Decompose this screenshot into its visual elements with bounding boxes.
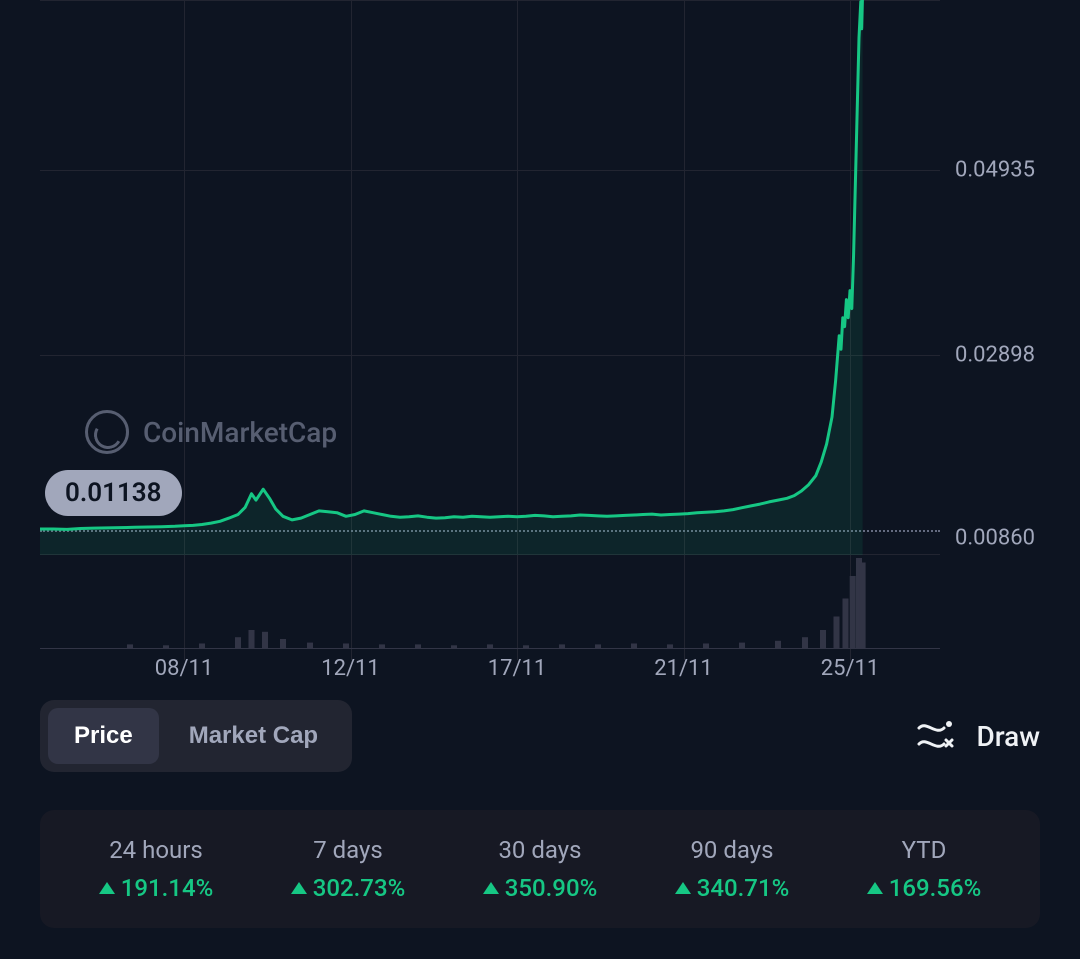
stat-value: 340.71% xyxy=(675,874,790,902)
x-axis-label: 21/11 xyxy=(654,656,713,681)
draw-button[interactable]: Draw xyxy=(916,716,1040,756)
stat-item[interactable]: 30 days 350.90% xyxy=(483,836,598,902)
stat-label: 24 hours xyxy=(109,836,203,864)
watermark: CoinMarketCap xyxy=(85,410,337,454)
up-icon xyxy=(483,882,499,894)
volume-bars xyxy=(40,555,940,650)
up-icon xyxy=(291,882,307,894)
stat-label: 30 days xyxy=(498,836,581,864)
x-axis-label: 12/11 xyxy=(321,656,380,681)
y-axis-label: 0.04935 xyxy=(955,158,1035,183)
draw-icon xyxy=(916,716,956,756)
draw-label: Draw xyxy=(976,720,1040,753)
stat-label: YTD xyxy=(902,836,947,864)
y-axis-label: 0.00860 xyxy=(955,526,1035,551)
coinmarketcap-icon xyxy=(85,410,129,454)
stat-value: 169.56% xyxy=(867,874,982,902)
stat-item[interactable]: 24 hours 191.14% xyxy=(99,836,214,902)
up-icon xyxy=(675,882,691,894)
stat-label: 90 days xyxy=(690,836,773,864)
watermark-text: CoinMarketCap xyxy=(143,416,337,449)
stat-item[interactable]: YTD 169.56% xyxy=(867,836,982,902)
x-axis-label: 17/11 xyxy=(488,656,547,681)
stat-label: 7 days xyxy=(313,836,383,864)
marketcap-toggle[interactable]: Market Cap xyxy=(163,708,344,764)
x-axis-label: 25/11 xyxy=(821,656,880,681)
performance-stats: 24 hours 191.14% 7 days 302.73% 30 days 350.9… xyxy=(40,810,1040,928)
x-axis-label: 08/11 xyxy=(155,656,214,681)
stat-value: 302.73% xyxy=(291,874,406,902)
stat-value: 191.14% xyxy=(99,874,214,902)
y-axis-label: 0.02898 xyxy=(955,343,1035,368)
stat-item[interactable]: 7 days 302.73% xyxy=(291,836,406,902)
up-icon xyxy=(99,882,115,894)
view-toggle: Price Market Cap xyxy=(40,700,352,772)
price-badge: 0.01138 xyxy=(45,470,182,516)
up-icon xyxy=(867,882,883,894)
price-chart[interactable]: 0.049350.028980.00860 08/1112/1117/1121/… xyxy=(0,0,1080,660)
stat-value: 350.90% xyxy=(483,874,598,902)
toggle-row: Price Market Cap Draw xyxy=(40,700,1040,772)
price-toggle[interactable]: Price xyxy=(48,708,159,764)
stat-item[interactable]: 90 days 340.71% xyxy=(675,836,790,902)
